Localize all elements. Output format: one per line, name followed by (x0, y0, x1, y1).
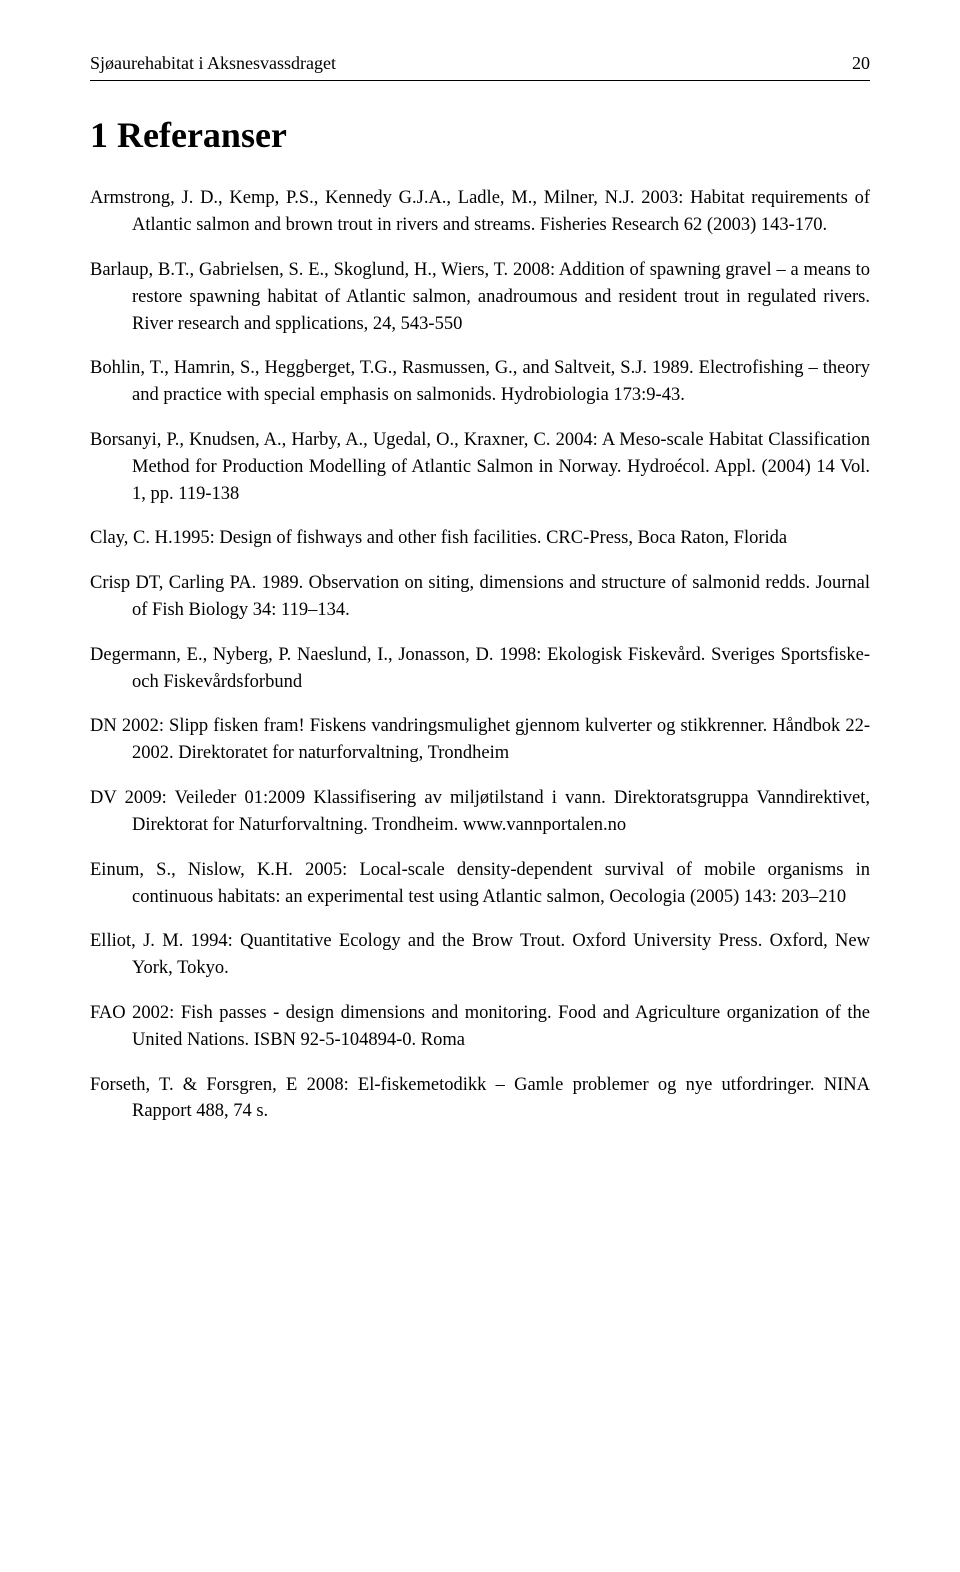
reference-entry: Forseth, T. & Forsgren, E 2008: El-fiske… (90, 1072, 870, 1126)
reference-entry: Barlaup, B.T., Gabrielsen, S. E., Skoglu… (90, 257, 870, 337)
reference-entry: Degermann, E., Nyberg, P. Naeslund, I., … (90, 642, 870, 696)
page-header: Sjøaurehabitat i Aksnesvassdraget 20 (90, 50, 870, 81)
reference-entry: Elliot, J. M. 1994: Quantitative Ecology… (90, 928, 870, 982)
reference-entry: Einum, S., Nislow, K.H. 2005: Local-scal… (90, 857, 870, 911)
reference-entry: Borsanyi, P., Knudsen, A., Harby, A., Ug… (90, 427, 870, 507)
reference-entry: Crisp DT, Carling PA. 1989. Observation … (90, 570, 870, 624)
reference-entry: FAO 2002: Fish passes - design dimension… (90, 1000, 870, 1054)
running-title: Sjøaurehabitat i Aksnesvassdraget (90, 50, 336, 76)
reference-entry: Armstrong, J. D., Kemp, P.S., Kennedy G.… (90, 185, 870, 239)
page-number: 20 (852, 50, 870, 76)
reference-entry: DV 2009: Veileder 01:2009 Klassifisering… (90, 785, 870, 839)
section-title-text: Referanser (117, 115, 287, 155)
reference-entry: Clay, C. H.1995: Design of fishways and … (90, 525, 870, 552)
section-number: 1 (90, 115, 108, 155)
reference-entry: DN 2002: Slipp fisken fram! Fiskens vand… (90, 713, 870, 767)
section-heading: 1 Referanser (90, 109, 870, 161)
reference-entry: Bohlin, T., Hamrin, S., Heggberget, T.G.… (90, 355, 870, 409)
references-list: Armstrong, J. D., Kemp, P.S., Kennedy G.… (90, 185, 870, 1125)
